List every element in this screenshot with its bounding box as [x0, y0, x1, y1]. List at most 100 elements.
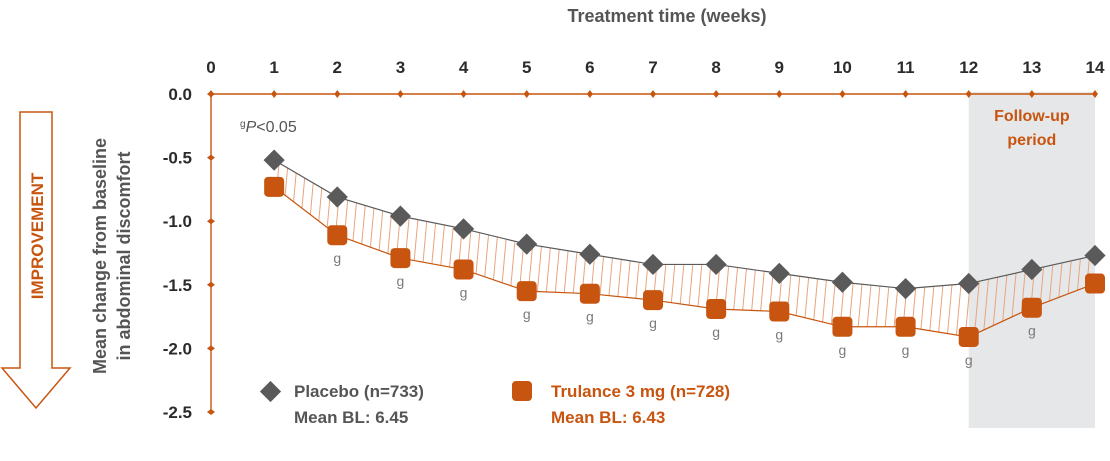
x-tick-label: 0 [206, 58, 215, 77]
trulance-point [895, 316, 916, 337]
trulance-point [516, 281, 537, 302]
x-tick-label: 2 [333, 58, 342, 77]
placebo-point [894, 278, 917, 300]
series-layer [263, 149, 1106, 347]
y-tick-label: -2.5 [163, 403, 192, 422]
x-tick-mark [397, 90, 404, 98]
x-tick-mark [650, 90, 656, 98]
significance-labels: g g g g g g g g g g g g [333, 250, 1035, 368]
y-tick-mark [207, 218, 215, 225]
hatch-line [530, 160, 552, 337]
hatch-line [611, 160, 633, 337]
placebo-point [768, 262, 790, 284]
y-axis-title-line-2: in abdominal discomfort [114, 151, 134, 360]
x-tick-label: 9 [775, 58, 784, 77]
hatch-line [305, 160, 327, 337]
x-tick-mark [965, 90, 972, 98]
placebo-point [389, 205, 412, 227]
placebo-point [263, 149, 285, 171]
footnote-p-symbol: P [246, 119, 257, 136]
follow-up-label-line-1: Follow-up [994, 108, 1070, 125]
trulance-point [264, 176, 285, 197]
trulance-point [1021, 297, 1042, 318]
hatch-line [252, 140, 272, 360]
significance-label: g [775, 327, 783, 343]
legend-placebo-marker [259, 380, 282, 403]
x-tick-label: 4 [459, 58, 469, 77]
hatch-line [782, 160, 804, 337]
hatch-line [656, 160, 678, 337]
x-tick-label: 3 [396, 58, 405, 77]
y-tick-mark [207, 154, 215, 161]
hatch-line [674, 160, 696, 337]
axes: 0 1 2 3 4 5 6 7 8 9 10 11 12 13 140.0-0.5-1.0-1.5-2.0-… [163, 58, 1105, 422]
x-tick-label: 5 [522, 58, 531, 77]
y-tick-mark [207, 281, 215, 288]
hatch-line [431, 160, 453, 337]
trulance-point [643, 290, 663, 311]
placebo-point [705, 253, 727, 276]
y-tick-label: -1.0 [163, 212, 192, 231]
trulance-point [327, 225, 348, 246]
x-tick-label: 14 [1086, 58, 1105, 77]
hatch-line [467, 160, 489, 337]
y-axis-title-line-1: Mean change from baseline [90, 138, 110, 374]
x-tick-mark [334, 90, 341, 98]
y-tick-label: -1.5 [163, 276, 192, 295]
hatch-line [494, 160, 516, 337]
legend-trulance-baseline: Mean BL: 6.43 [551, 408, 665, 427]
placebo-point [326, 186, 348, 208]
significance-label: g [523, 306, 531, 322]
hatch-line [692, 160, 714, 337]
hatch-line [755, 160, 777, 337]
legend-placebo-baseline: Mean BL: 6.45 [294, 408, 408, 427]
x-tick-label: 8 [711, 58, 720, 77]
hatch-line [539, 160, 561, 337]
hatch-line [274, 160, 282, 337]
trulance-line [273, 186, 1096, 338]
hatch-line [234, 140, 254, 360]
y-axis-title: Mean change from baseline in abdominal d… [90, 138, 134, 374]
x-tick-mark [271, 90, 278, 98]
hatch-line [728, 160, 750, 337]
hatch-line [440, 160, 462, 337]
y-tick-label: -2.0 [163, 339, 192, 358]
significance-label: g [586, 309, 594, 325]
hatch-line [296, 160, 318, 337]
x-tick-mark [586, 90, 593, 98]
follow-up-label-line-2: period [1007, 132, 1056, 149]
hatch-line [449, 160, 471, 337]
trulance-point [1085, 273, 1105, 294]
x-tick-mark [1028, 90, 1035, 98]
trulance-point [832, 316, 853, 337]
hatch-line [350, 160, 372, 337]
x-tick-label: 13 [1022, 58, 1041, 77]
significance-label: g [460, 285, 468, 301]
hatch-line [620, 160, 642, 337]
hatch-line [314, 160, 336, 337]
x-tick-label: 11 [897, 58, 915, 77]
hatch-line [935, 160, 957, 337]
hatch-line [800, 160, 822, 337]
hatch-line [746, 160, 768, 337]
trulance-point [390, 248, 411, 269]
x-tick-mark [1092, 90, 1098, 98]
footnote-superscript: g [240, 119, 246, 130]
x-tick-label: 12 [959, 58, 978, 77]
legend-trulance-marker [512, 381, 532, 401]
hatch-line [458, 160, 480, 337]
hatch-line [593, 160, 615, 337]
placebo-line [273, 159, 1096, 290]
hatch-line [341, 160, 363, 337]
significance-label: g [649, 315, 657, 331]
placebo-point [958, 272, 980, 295]
significance-label: g [333, 250, 341, 266]
legend: Placebo (n=733) Mean BL: 6.45 Trulance 3… [259, 380, 730, 427]
legend-placebo-label: Placebo (n=733) [294, 382, 424, 401]
hatch-line [665, 160, 687, 337]
hatch-line [683, 160, 705, 337]
significance-label: g [1028, 323, 1036, 339]
x-tick-label: 6 [585, 58, 594, 77]
